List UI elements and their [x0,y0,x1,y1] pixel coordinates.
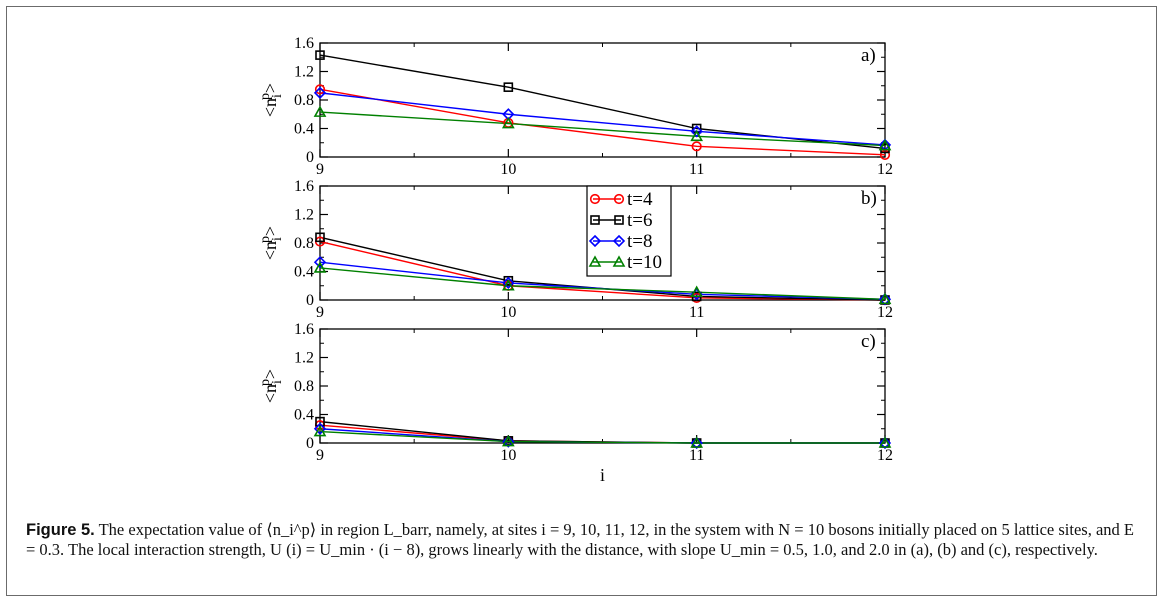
legend-label: t=4 [627,189,653,210]
series-line-t=4 [319,88,886,156]
y-tick-label: 1.2 [294,64,314,81]
y-tick-label: 0.4 [294,121,314,138]
figure-frame [6,6,1157,596]
panel-3: 0 0.4 0.8 1.2 1.6 9 10 11 12 c) <nip> [258,321,893,464]
caption-text: The expectation value of ⟨n_i^p⟩ in regi… [26,520,1134,559]
y-tick-label: 1.6 [294,178,314,195]
y-tick-label: 1.2 [294,207,314,224]
y-tick-label: 0.4 [294,407,314,424]
data-point-t=8 [878,293,892,306]
data-point-t=10 [501,434,515,447]
series-line-t=10 [319,267,886,300]
y-axis-label: <nip> [258,369,285,403]
data-point-t=10 [690,129,704,142]
x-tick-label: 12 [877,161,893,178]
data-point-t=10 [313,261,327,273]
data-point-t=10 [878,138,892,151]
x-tick-label: 10 [500,161,516,178]
x-tick-label: 12 [877,447,893,464]
panel-2: 0 0.4 0.8 1.2 1.6 9 10 11 12 b) <nip> [258,178,893,321]
data-point-t=10 [501,116,515,129]
y-tick-label: 1.2 [294,350,314,367]
data-point-t=4 [691,141,702,152]
data-point-t=10 [501,279,515,291]
data-point-t=8 [690,125,703,138]
data-point-t=4 [314,84,326,95]
legend-marker-end [613,193,625,205]
legend-label: t=8 [627,231,653,252]
legend-marker-end [612,255,626,267]
panel-1: 0 0.4 0.8 1.2 1.6 9 10 11 12 a) <nip> [258,35,893,178]
data-point-t=8 [690,436,703,450]
y-tick-label: 0.8 [294,235,314,252]
data-point-t=8 [502,435,515,448]
panel-label: b) [861,188,877,209]
series-line-t=10 [319,111,886,147]
data-point-t=10 [690,436,704,448]
y-axis-label: <nip> [258,226,285,260]
legend-label: t=6 [627,210,653,231]
data-point-t=6 [315,232,325,243]
x-tick-label: 9 [316,161,324,178]
panel-label: a) [861,45,876,66]
data-point-t=8 [313,86,327,100]
y-tick-label: 0.8 [294,92,314,109]
x-tick-label: 10 [500,447,516,464]
caption-label: Figure 5. [26,521,95,539]
x-tick-label: 11 [689,447,704,464]
legend-marker-start [589,193,601,205]
data-point-t=8 [878,436,892,450]
data-point-t=8 [502,276,515,290]
plot-frame [319,328,886,444]
x-tick-label: 11 [689,161,704,178]
y-tick-label: 0.4 [294,264,314,281]
figure-chart: 00.40.81.21.69 10 11 12a)<nip>00.40.81.21.6… [258,35,893,485]
data-point-t=10 [878,292,892,305]
x-tick-label: 10 [500,304,516,321]
legend-marker-start [588,255,602,267]
x-tick-label: 9 [316,304,324,321]
x-tick-label: 12 [877,304,893,321]
x-axis-label: i [600,465,605,485]
x-tick-label: 11 [689,304,704,321]
x-tick-label: 9 [316,447,324,464]
legend-marker-start [590,215,600,225]
data-point-t=6 [315,50,325,60]
y-tick-label: 0.8 [294,378,314,395]
data-point-t=10 [313,424,327,437]
figure-caption: Figure 5. The expectation value of ⟨n_i^… [26,520,1136,559]
y-tick-label: 0 [306,292,314,309]
y-tick-label: 1.6 [294,321,314,338]
y-tick-label: 0 [306,149,314,166]
series-line-t=4 [319,240,886,301]
data-point-t=10 [313,105,327,117]
data-point-t=6 [503,82,514,92]
y-tick-label: 1.6 [294,35,314,52]
legend-label: t=10 [627,252,662,273]
data-point-t=8 [313,422,327,435]
data-point-t=10 [878,436,892,448]
series-line-t=8 [319,92,886,146]
legend-marker-end [612,234,626,248]
legend-marker-end [614,215,624,225]
data-point-t=8 [313,256,327,269]
y-tick-label: 0 [306,435,314,452]
y-axis-label: <nip> [258,83,285,117]
panel-label: c) [861,331,876,352]
data-point-t=10 [690,285,704,297]
data-point-t=6 [503,275,514,286]
legend-marker-start [588,234,602,248]
legend-box [586,185,672,277]
series-line-t=10 [319,430,885,444]
